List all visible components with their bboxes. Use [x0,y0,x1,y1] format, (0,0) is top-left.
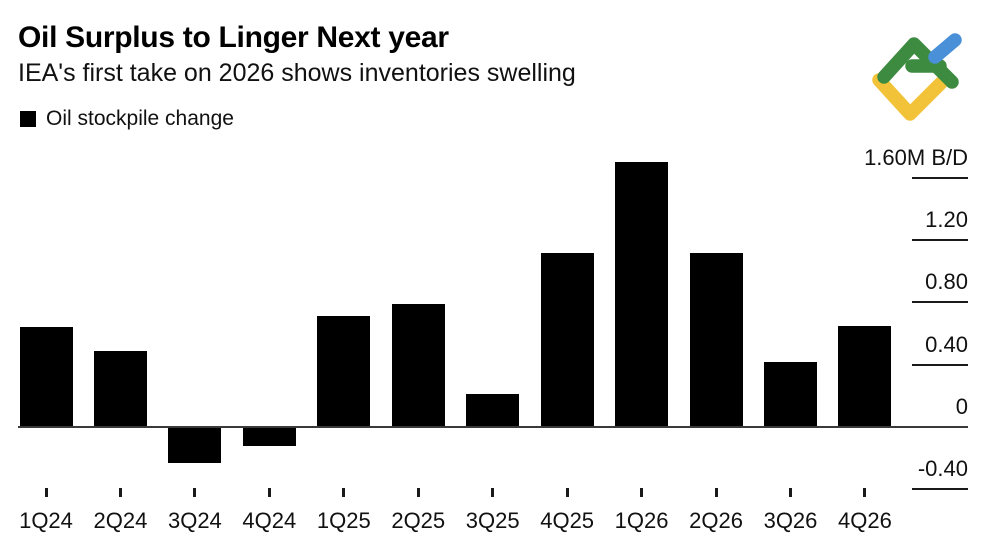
y-axis-tick-0.80 [912,301,968,304]
legend-swatch-icon [20,111,36,127]
y-axis-tick-1.20 [912,239,968,242]
x-axis-tick-3Q24 [193,488,197,497]
x-axis-label-1Q26: 1Q26 [614,508,669,533]
y-axis-label-1.20: 1.20 [925,207,968,233]
x-axis-label-3Q24: 3Q24 [167,508,222,533]
x-axis-tick-2Q26 [714,488,718,497]
x-axis-label-3Q26: 3Q26 [763,508,818,533]
bar-1Q26 [615,162,669,427]
x-axis-label-4Q24: 4Q24 [242,508,297,533]
x-axis-label-3Q25: 3Q25 [465,508,520,533]
y-axis-tick-1.60M B/D [912,176,968,179]
chart-subtitle: IEA's first take on 2026 shows inventori… [18,59,576,87]
y-axis-label-0.80: 0.80 [925,269,968,295]
legend: Oil stockpile change [20,104,234,134]
bar-2Q26 [689,252,743,427]
legend-label: Oil stockpile change [46,107,234,130]
x-axis-label-4Q25: 4Q25 [540,508,595,533]
x-axis-tick-4Q26 [863,488,867,497]
bar-2Q24 [93,350,147,427]
bar-3Q26 [764,361,817,427]
chart-title: Oil Surplus to Linger Next year [18,21,449,54]
bar-1Q25 [317,316,371,427]
x-axis-label-2Q24: 2Q24 [93,508,148,533]
x-axis-tick-3Q26 [789,488,792,497]
x-axis-tick-1Q24 [44,488,48,497]
x-axis-tick-4Q25 [565,488,569,497]
y-axis-label--0.40: -0.40 [917,456,968,482]
x-axis-tick-4Q24 [267,488,271,497]
y-axis-tick--0.40 [912,488,968,491]
bar-4Q24 [242,427,296,446]
x-axis-label-2Q26: 2Q26 [689,508,743,533]
bar-3Q24 [168,427,222,463]
x-axis-label-4Q26: 4Q26 [838,508,892,533]
x-axis-tick-1Q25 [342,488,346,497]
bar-2Q25 [391,303,445,427]
logo-blue-tip [928,33,962,64]
x-axis-tick-3Q25 [491,488,495,497]
bar-3Q25 [466,394,520,427]
x-axis-tick-1Q26 [640,488,644,497]
bar-1Q24 [19,327,73,427]
bar-4Q26 [838,325,892,427]
x-axis-label-1Q24: 1Q24 [19,508,73,533]
x-axis-baseline [18,426,968,428]
bar-4Q25 [540,252,594,427]
x-axis-tick-2Q25 [416,488,420,497]
y-axis-tick-0.40 [912,363,968,366]
logo-yellow-check [872,73,948,121]
x-axis-label-1Q25: 1Q25 [316,508,371,533]
y-axis-label-0.40: 0.40 [925,331,968,357]
litefinance-logo-icon [872,33,962,121]
x-axis-tick-2Q24 [118,488,122,497]
y-axis-label-0: 0 [955,394,968,419]
x-axis-label-2Q25: 2Q25 [391,508,446,533]
y-axis-label-1.60M B/D: 1.60M B/D [864,144,968,170]
